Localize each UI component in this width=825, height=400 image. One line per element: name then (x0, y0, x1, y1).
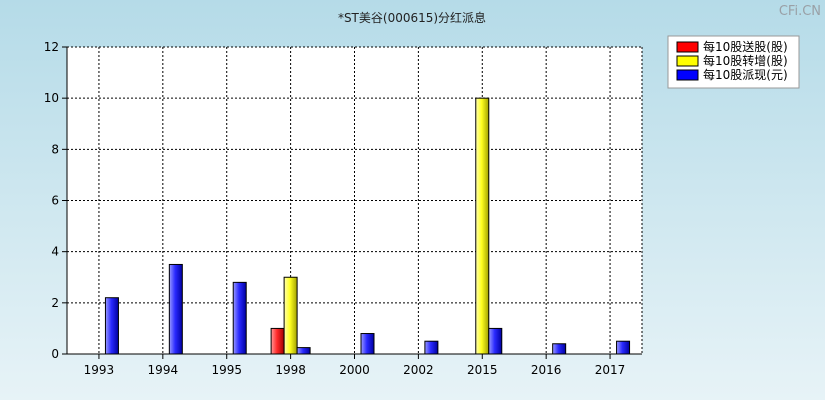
bar-dividend-2002 (424, 340, 439, 355)
y-tick-label: 6 (51, 194, 59, 208)
bar-dividend-2016 (552, 343, 567, 355)
x-tick-label: 1998 (275, 363, 306, 377)
axes (62, 46, 642, 359)
y-tick-label: 10 (44, 91, 59, 105)
y-tick-label: 8 (51, 142, 59, 156)
bar-dividend-1994 (168, 263, 183, 355)
x-tick-label: 2002 (403, 363, 434, 377)
bar-dividend-1995 (232, 281, 247, 355)
y-tick-label: 2 (51, 296, 59, 310)
x-tick-label: 2016 (531, 363, 562, 377)
legend-swatch-2 (676, 69, 699, 81)
bar-transfer-2015 (475, 97, 490, 355)
x-tick-label: 1995 (211, 363, 242, 377)
x-tick-label: 2017 (595, 363, 626, 377)
x-tick-label: 1994 (148, 363, 179, 377)
legend-label-0: 每10股送股(股) (703, 39, 788, 54)
bars (104, 97, 631, 355)
bar-dividend-1998 (296, 347, 311, 355)
legend-swatch-1 (676, 55, 699, 67)
bar-dividend-2017 (616, 340, 631, 355)
bar-dividend-2015 (488, 327, 503, 355)
x-tick-label: 2000 (339, 363, 370, 377)
tick-labels: 0 2 4 6 8 10 12 1993 1994 1995 1998 2000 2002 2015 201… (44, 40, 626, 377)
legend-label-1: 每10股转增(股) (703, 53, 788, 68)
bar-dividend-2000 (360, 333, 375, 355)
bar-dividend-1993 (104, 297, 119, 355)
x-tick-label: 1993 (84, 363, 115, 377)
watermark: CFi.CN (779, 4, 821, 19)
bar-bonus-1998 (270, 327, 285, 355)
chart-title: *ST美谷(000615)分红派息 (338, 10, 486, 25)
legend-label-2: 每10股派现(元) (703, 67, 788, 82)
x-tick-label: 2015 (467, 363, 498, 377)
y-tick-label: 0 (51, 347, 59, 361)
bar-transfer-1998 (283, 276, 298, 355)
y-tick-label: 4 (51, 245, 59, 259)
y-tick-label: 12 (44, 40, 59, 54)
legend-swatch-0 (676, 41, 699, 53)
legend: 每10股送股(股) 每10股转增(股) 每10股派现(元) (667, 35, 800, 89)
